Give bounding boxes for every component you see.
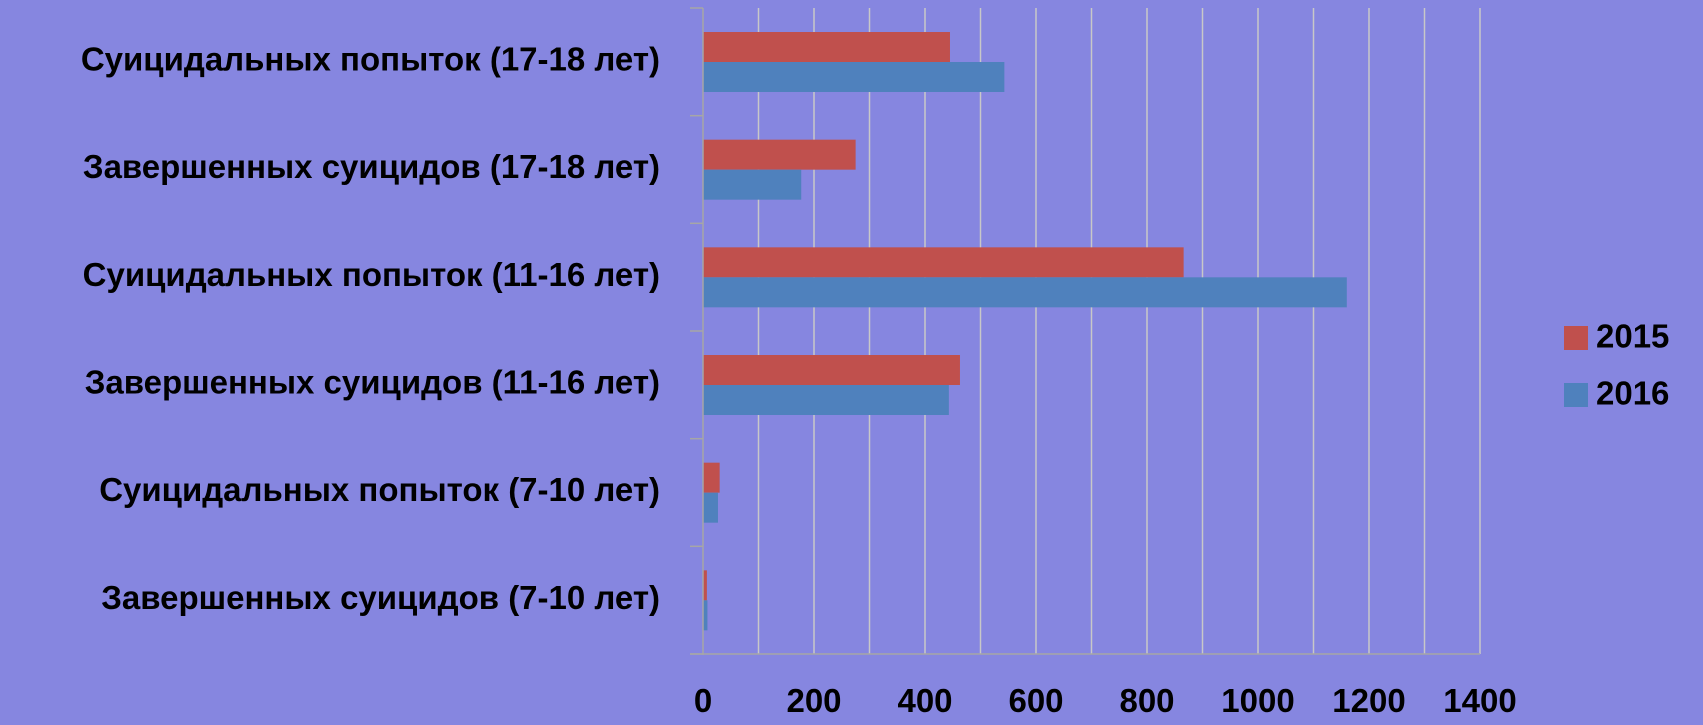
bar-2016	[703, 600, 708, 631]
category-label: Завершенных суицидов (17-18 лет)	[83, 148, 660, 185]
bar-2016	[703, 62, 1005, 92]
category-label: Суицидальных попыток (11-16 лет)	[83, 256, 660, 293]
bar-2015	[703, 32, 950, 62]
bar-2016	[703, 492, 718, 523]
x-tick-label: 1000	[1221, 682, 1294, 719]
x-tick-label: 800	[1119, 682, 1174, 719]
bar-2016	[703, 385, 949, 415]
legend-label-2016: 2016	[1596, 375, 1669, 412]
bar-2015	[703, 139, 856, 170]
gridlines	[757, 8, 1481, 654]
bar-2015	[703, 247, 1184, 278]
axes	[690, 7, 1480, 655]
legend-swatch-2016	[1564, 383, 1588, 407]
x-tick-labels: 0 200 400 600 800 1000 1200 1400	[694, 682, 1517, 719]
category-label: Суицидальных попыток (17-18 лет)	[81, 41, 660, 78]
bars	[703, 32, 1347, 631]
x-tick-label: 600	[1008, 682, 1063, 719]
bar-2015	[703, 570, 707, 601]
bar-2015	[703, 355, 960, 385]
legend-label-2015: 2015	[1596, 318, 1669, 355]
category-label: Суицидальных попыток (7-10 лет)	[99, 471, 660, 508]
category-labels: Суицидальных попыток (17-18 лет) Завершен…	[81, 41, 660, 616]
bar-2016	[703, 277, 1347, 308]
legend-swatch-2015	[1564, 326, 1588, 350]
bar-2015	[703, 462, 720, 493]
category-label: Завершенных суицидов (11-16 лет)	[85, 364, 660, 401]
x-tick-label: 400	[897, 682, 952, 719]
x-tick-label: 1400	[1443, 682, 1516, 719]
x-tick-label: 1200	[1332, 682, 1405, 719]
category-label: Завершенных суицидов (7-10 лет)	[101, 579, 660, 616]
x-tick-label: 200	[786, 682, 841, 719]
x-tick-label: 0	[694, 682, 712, 719]
legend: 2015 2016	[1564, 318, 1669, 412]
bar-2016	[703, 169, 802, 200]
